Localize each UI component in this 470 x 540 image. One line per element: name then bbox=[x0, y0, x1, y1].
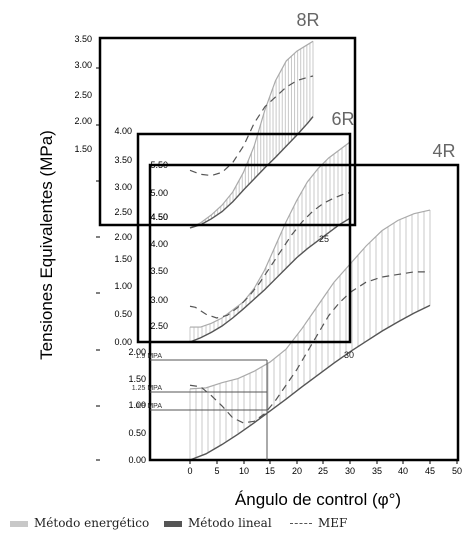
legend-swatch-mef bbox=[290, 523, 312, 524]
reference-label-0: 1.9 MPA bbox=[136, 353, 163, 360]
panel-frame-6R bbox=[136, 132, 352, 344]
y-tick-label-4R-0: 2.00 bbox=[128, 347, 146, 357]
y-tick-label-6R-2: 1.00 bbox=[114, 281, 132, 291]
case-label-4R: 4R bbox=[432, 141, 455, 161]
y-tick-label-8R-2: 5.50 bbox=[150, 160, 168, 170]
y-tick-label-6R-inner-3: 4.00 bbox=[150, 239, 168, 249]
x-tick-label: 5 bbox=[214, 466, 219, 476]
x-tick-label: 20 bbox=[292, 466, 302, 476]
x-tick-label: 50 bbox=[452, 466, 462, 476]
y-tick-label-4R-1: 1.50 bbox=[128, 374, 146, 384]
y-tick-label-4R-2: 1.00 bbox=[128, 400, 146, 410]
y-tick-label-main: 1.50 bbox=[74, 144, 92, 154]
legend-item-energetic: Método energético bbox=[10, 516, 149, 530]
case-label-8R: 8R bbox=[296, 10, 319, 30]
y-axis-title: Tensiones Equivalentes (MPa) bbox=[37, 130, 56, 360]
y-tick-label-main: 2.50 bbox=[74, 90, 92, 100]
y-tick-label-main: 3.50 bbox=[74, 34, 92, 44]
panel-frame-4R bbox=[148, 163, 460, 462]
legend-swatch-energetic bbox=[10, 520, 28, 527]
y-tick-label-8R-0: 4.50 bbox=[150, 212, 168, 222]
x-tick-label: 10 bbox=[239, 466, 249, 476]
legend-item-linear: Método lineal bbox=[164, 516, 272, 530]
series-line-4R-solid bbox=[189, 304, 431, 461]
x-tick-label: 30 bbox=[345, 466, 355, 476]
y-tick-label-4R-3: 0.50 bbox=[128, 428, 146, 438]
curve-label-30: 30 bbox=[344, 350, 354, 360]
y-tick-label-6R-0: 2.00 bbox=[114, 232, 132, 242]
curve-label-25: 25 bbox=[319, 234, 329, 244]
y-tick-label-6R-inner-1: 3.00 bbox=[150, 295, 168, 305]
case-label-6R: 6R bbox=[331, 109, 354, 129]
legend-label-linear: Método lineal bbox=[188, 516, 272, 530]
series-line-6R-hatched bbox=[190, 141, 351, 328]
legend-swatch-linear bbox=[164, 520, 182, 527]
y-tick-label-4R-4: 0.00 bbox=[128, 455, 146, 465]
series-line-4R-dashed bbox=[189, 271, 430, 424]
panel-frame-8R bbox=[98, 36, 357, 227]
y-tick-label-6R-4: 0.00 bbox=[114, 337, 132, 347]
x-tick-label: 25 bbox=[318, 466, 328, 476]
y-tick-label-6R-inner-4: 4.50 bbox=[150, 212, 168, 222]
y-tick-label-outer-1: 3.50 bbox=[114, 155, 132, 165]
series-line-4R-hatched bbox=[189, 209, 431, 390]
y-tick-label-6R-inner-0: 2.50 bbox=[150, 321, 168, 331]
x-tick-label: 15 bbox=[265, 466, 275, 476]
legend-label-energetic: Método energético bbox=[34, 516, 150, 530]
y-tick-label-8R-1: 5.00 bbox=[150, 188, 168, 198]
y-tick-label-main: 3.00 bbox=[74, 60, 92, 70]
legend-item-mef: MEF bbox=[290, 516, 347, 530]
y-tick-label-6R-inner-2: 3.50 bbox=[150, 266, 168, 276]
y-tick-label-outer-3: 2.50 bbox=[114, 207, 132, 217]
y-tick-label-6R-3: 0.50 bbox=[114, 309, 132, 319]
x-tick-label: 40 bbox=[398, 466, 408, 476]
reference-label-2: 0.9 MPA bbox=[136, 403, 163, 410]
legend: Método energético Método lineal MEF bbox=[8, 516, 468, 534]
y-tick-label-6R-1: 1.50 bbox=[114, 254, 132, 264]
x-tick-label: 45 bbox=[425, 466, 435, 476]
reference-label-1: 1.25 MPA bbox=[132, 385, 163, 392]
x-tick-label: 0 bbox=[187, 466, 192, 476]
x-tick-label: 35 bbox=[372, 466, 382, 476]
x-axis-title: Ángulo de control (φ°) bbox=[235, 490, 401, 509]
y-tick-label-outer-2: 3.00 bbox=[114, 182, 132, 192]
legend-label-mef: MEF bbox=[318, 516, 348, 530]
y-tick-label-main: 2.00 bbox=[74, 116, 92, 126]
series-line-6R-solid bbox=[189, 217, 351, 343]
y-tick-label-outer-0: 4.00 bbox=[114, 126, 132, 136]
series-line-8R-hatched bbox=[189, 40, 314, 229]
series-line-6R-dashed bbox=[189, 192, 351, 319]
